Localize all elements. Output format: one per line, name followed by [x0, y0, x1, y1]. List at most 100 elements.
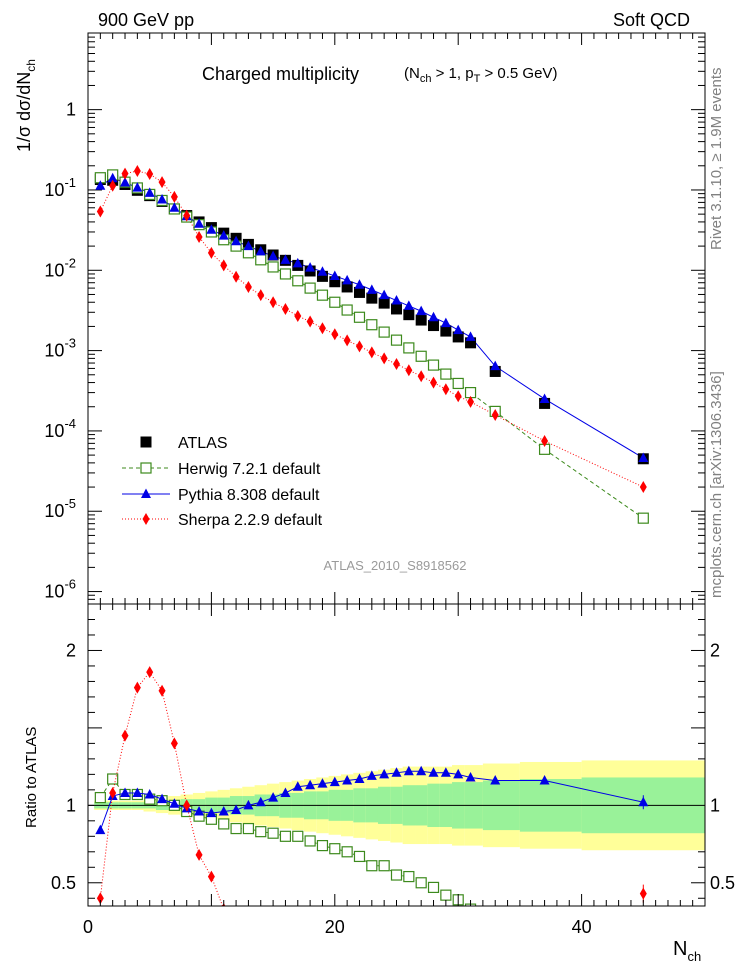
data-point-triangle — [157, 194, 168, 204]
data-point-square — [329, 276, 341, 288]
ratio-point-triangle — [490, 775, 501, 785]
ratio-point-triangle — [206, 807, 217, 818]
ratio-point-triangle — [218, 806, 229, 816]
ratio-series-group — [94, 666, 649, 906]
series-line-diamond — [99, 170, 644, 488]
ratio-point-triangle — [194, 806, 205, 816]
ratio-y-tick-label-right: 1 — [710, 795, 720, 815]
data-point-diamond — [331, 328, 339, 341]
main-plot: 10-6 10-5 10-4 10-3 10-2 10-1 1 Charged multip… — [14, 32, 706, 605]
ratio-point-diamond — [146, 666, 154, 679]
ratio-point-triangle — [268, 792, 279, 802]
ratio-point-triangle — [465, 771, 476, 782]
ratio-point-open-square — [255, 826, 267, 838]
data-point-diamond — [541, 434, 549, 447]
data-point-triangle — [280, 254, 291, 264]
data-point-diamond — [109, 179, 117, 192]
y-tick-label: 10-5 — [44, 496, 76, 521]
legend-label: Pythia 8.308 default — [178, 487, 320, 504]
ratio-point-open-square — [353, 850, 366, 863]
ratio-point-triangle — [132, 787, 143, 797]
data-point-triangle — [329, 270, 340, 280]
data-point-triangle — [465, 331, 476, 341]
data-point-diamond — [220, 259, 228, 272]
data-point-open-square — [353, 311, 366, 323]
y-tick-label: 1 — [66, 100, 76, 120]
ratio-point-diamond — [195, 848, 203, 861]
data-point-diamond — [430, 376, 438, 389]
data-point-triangle — [95, 180, 106, 190]
data-point-triangle — [292, 257, 303, 268]
ratio-point-triangle — [280, 787, 291, 797]
data-point-triangle — [317, 266, 328, 276]
data-point-diamond — [442, 383, 450, 396]
data-point-triangle — [255, 245, 266, 256]
rivet-version-label: Rivet 3.1.10, ≥ 1.9M events — [708, 68, 725, 251]
ratio-point-triangle — [379, 768, 390, 779]
data-point-triangle — [428, 311, 439, 322]
data-point-square — [391, 303, 402, 315]
data-point-diamond — [343, 334, 351, 347]
ratio-point-open-square — [279, 830, 292, 842]
ratio-point-diamond — [158, 684, 166, 697]
ratio-point-triangle — [157, 793, 168, 804]
data-point-triangle — [231, 235, 242, 246]
ratio-point-open-square — [415, 877, 427, 889]
ratio-point-open-square — [242, 822, 255, 835]
legend-marker-diamond — [142, 513, 150, 525]
data-point-open-square — [329, 296, 341, 308]
ratio-point-open-square — [329, 843, 341, 855]
ratio-point-triangle — [292, 781, 303, 791]
x-tick-label: 0 — [83, 917, 93, 937]
data-point-triangle — [107, 172, 118, 183]
ratio-point-triangle — [366, 770, 377, 780]
data-point-triangle — [132, 182, 143, 192]
ratio-point-triangle — [305, 779, 316, 790]
ratio-plot: 0.5 0.5 1 1 2 2 Ratio to ATLAS — [23, 603, 735, 907]
data-point-square — [440, 325, 452, 337]
data-point-diamond — [158, 176, 166, 189]
data-point-square — [415, 314, 427, 326]
data-point-triangle — [218, 230, 229, 240]
data-point-diamond — [306, 315, 314, 328]
legend-label: ATLAS — [178, 435, 228, 452]
ratio-point-diamond — [96, 892, 104, 905]
data-point-open-square — [292, 275, 304, 287]
data-point-diamond — [318, 322, 326, 335]
ratio-point-triangle — [243, 799, 254, 810]
ratio-line-triangle — [99, 770, 644, 831]
ratio-point-open-square — [403, 870, 415, 883]
data-point-triangle — [354, 279, 365, 289]
data-point-diamond — [294, 309, 302, 322]
ratio-point-triangle — [255, 796, 266, 807]
ratio-y-axis-label: Ratio to ATLAS — [23, 727, 40, 828]
y-tick-label: 10-1 — [44, 175, 76, 200]
ratio-point-triangle — [440, 767, 451, 777]
ratio-point-open-square — [341, 846, 353, 858]
data-point-diamond — [133, 165, 141, 178]
data-point-triangle — [440, 317, 451, 328]
header-energy: 900 GeV pp — [98, 10, 194, 30]
data-point-diamond — [96, 205, 104, 218]
data-point-diamond — [244, 280, 252, 293]
ratio-point-triangle — [329, 776, 340, 787]
ratio-point-open-square — [390, 869, 403, 881]
data-point-square — [316, 270, 328, 282]
x-tick-label: 20 — [325, 917, 345, 937]
data-point-open-square — [427, 359, 440, 371]
data-point-diamond — [417, 370, 425, 383]
data-point-square — [341, 281, 353, 293]
ratio-point-diamond — [639, 887, 647, 900]
data-point-triangle — [490, 360, 501, 371]
data-point-triangle — [120, 176, 131, 187]
data-point-square — [366, 292, 378, 304]
y-tick-label: 10-6 — [44, 577, 76, 602]
ratio-point-diamond — [121, 729, 129, 742]
ratio-point-diamond — [109, 786, 117, 799]
data-point-diamond — [207, 246, 215, 259]
data-point-open-square — [255, 254, 267, 266]
data-point-diamond — [257, 289, 265, 302]
ratio-point-open-square — [218, 818, 230, 830]
data-point-diamond — [269, 296, 277, 309]
series-line-triangle — [100, 177, 644, 459]
